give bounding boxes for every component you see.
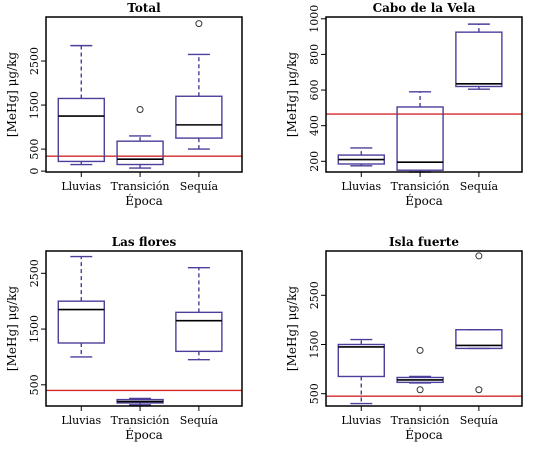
y-axis-label: [MeHg] μg/kg bbox=[285, 52, 299, 138]
y-axis-label: [MeHg] μg/kg bbox=[5, 286, 19, 372]
box-transición bbox=[116, 397, 164, 406]
y-tick-label: 200 bbox=[308, 151, 321, 172]
y-tick-label: 2500 bbox=[28, 47, 41, 75]
x-axis-label: Época bbox=[125, 427, 163, 442]
x-axis-label: Época bbox=[405, 193, 443, 208]
box-iqr bbox=[455, 31, 503, 88]
x-tick-label: Lluvias bbox=[341, 180, 381, 193]
box-iqr bbox=[175, 311, 223, 353]
box-iqr bbox=[175, 95, 223, 139]
panel-frame bbox=[325, 16, 523, 173]
y-tick-label: 1500 bbox=[28, 91, 41, 119]
x-tick-label: Transición bbox=[391, 414, 450, 427]
x-tick-label: Sequía bbox=[460, 180, 499, 193]
x-tick-label: Lluvias bbox=[61, 180, 101, 193]
box-transición bbox=[116, 105, 164, 169]
y-axis-label: [MeHg] μg/kg bbox=[5, 52, 19, 138]
y-tick-label: 800 bbox=[308, 44, 321, 65]
box-sequía bbox=[455, 23, 503, 90]
y-tick-label: 500 bbox=[28, 139, 41, 160]
box-lluvias bbox=[57, 255, 105, 358]
x-axis-label: Época bbox=[125, 193, 163, 208]
x-tick-label: Sequía bbox=[180, 414, 219, 427]
outlier-point bbox=[475, 252, 483, 260]
box-iqr bbox=[455, 329, 503, 350]
panel-title: Isla fuerte bbox=[389, 235, 459, 249]
panel-frame bbox=[45, 250, 243, 407]
y-tick-label: 0 bbox=[28, 168, 41, 175]
box-sequía bbox=[175, 20, 223, 150]
y-tick-label: 600 bbox=[308, 80, 321, 101]
y-tick-label: 2500 bbox=[308, 281, 321, 309]
box-sequía bbox=[175, 267, 223, 361]
panel-title: Las flores bbox=[112, 235, 177, 249]
x-tick-label: Sequía bbox=[460, 414, 499, 427]
box-iqr bbox=[57, 300, 105, 344]
panel-1: Total 0 500 1500 2500 Lluvias Transición Sequía… bbox=[5, 1, 243, 208]
box-iqr bbox=[396, 106, 444, 171]
panel-frame bbox=[45, 16, 243, 173]
x-tick-label: Sequía bbox=[180, 180, 219, 193]
x-axis-label: Época bbox=[405, 427, 443, 442]
outlier-point bbox=[416, 386, 424, 394]
outlier-point bbox=[475, 386, 483, 394]
box-lluvias bbox=[57, 44, 105, 166]
panel-frame bbox=[325, 250, 523, 407]
x-tick-label: Lluvias bbox=[61, 414, 101, 427]
box-iqr bbox=[116, 140, 164, 166]
box-transición bbox=[396, 91, 444, 173]
x-tick-label: Transición bbox=[391, 180, 450, 193]
x-tick-label: Lluvias bbox=[341, 414, 381, 427]
box-lluvias bbox=[337, 147, 385, 167]
y-tick-label: 2500 bbox=[28, 259, 41, 287]
panel-title: Cabo de la Vela bbox=[373, 1, 476, 15]
box-iqr bbox=[57, 97, 105, 163]
y-axis-label: [MeHg] μg/kg bbox=[285, 286, 299, 372]
panel-3: Las flores 500 1500 2500 Lluvias Transición Se… bbox=[5, 235, 243, 442]
box-iqr bbox=[337, 343, 385, 378]
y-tick-label: 1500 bbox=[308, 330, 321, 358]
x-tick-label: Transición bbox=[111, 414, 170, 427]
y-tick-label: 500 bbox=[308, 383, 321, 404]
panel-4: Isla fuerte 500 1500 2500 Lluvias Transición S… bbox=[285, 235, 523, 442]
panel-2: Cabo de la Vela 200 400 600 800 1000 Lluvias Tr… bbox=[285, 1, 523, 208]
box-sequía bbox=[455, 252, 503, 394]
outlier-point bbox=[136, 105, 144, 113]
y-tick-label: 1000 bbox=[308, 5, 321, 33]
x-tick-label: Transición bbox=[111, 180, 170, 193]
y-tick-label: 500 bbox=[28, 374, 41, 395]
y-tick-label: 1500 bbox=[28, 315, 41, 343]
box-transición bbox=[396, 346, 444, 394]
box-lluvias bbox=[337, 338, 385, 405]
y-tick-label: 400 bbox=[308, 115, 321, 136]
outlier-point bbox=[416, 346, 424, 354]
outlier-point bbox=[195, 20, 203, 28]
panel-title: Total bbox=[127, 1, 161, 15]
